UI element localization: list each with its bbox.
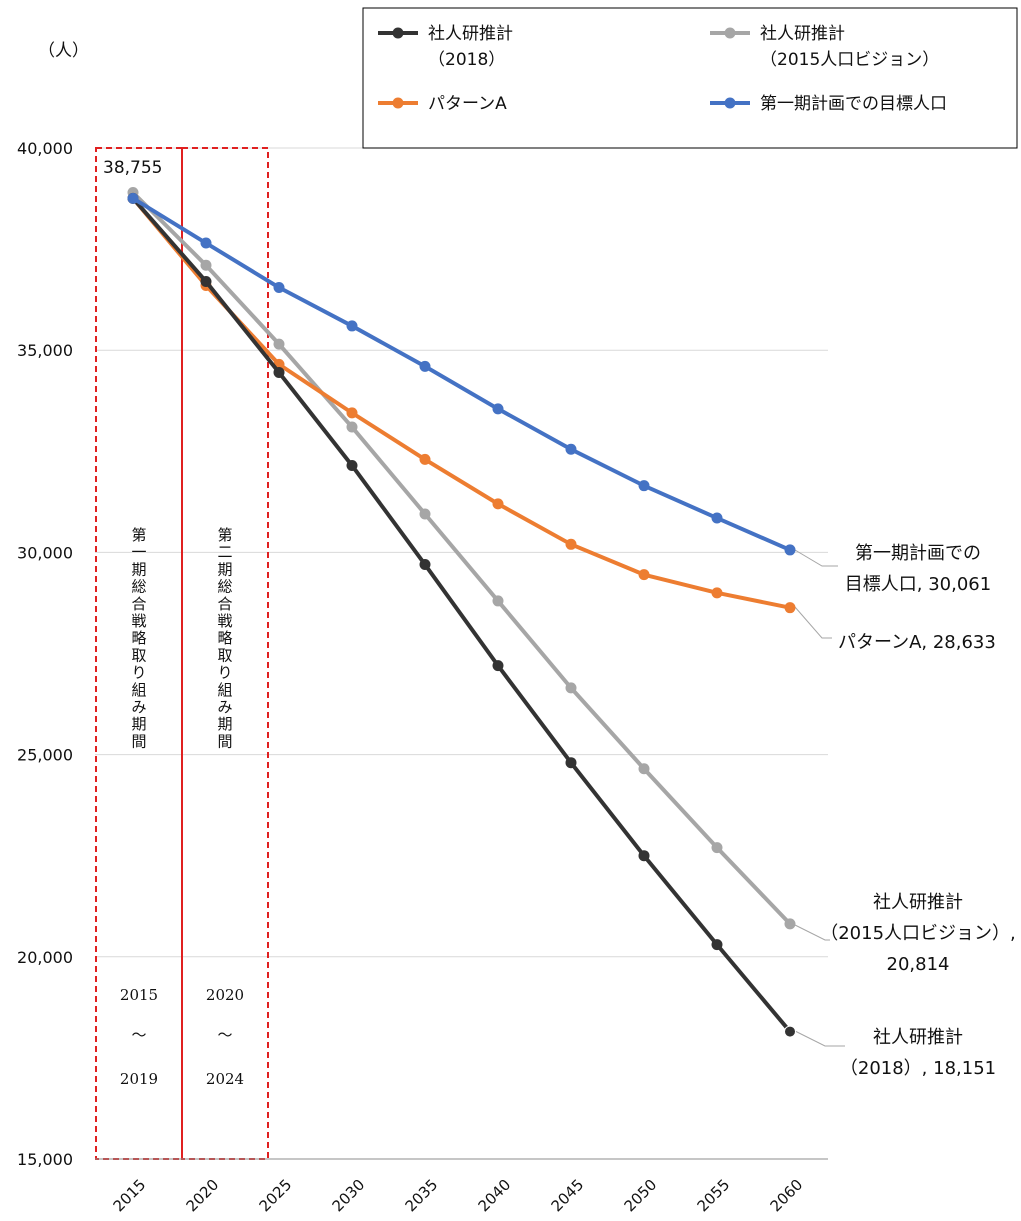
series-0-point (346, 459, 358, 471)
x-tick-label: 2030 (329, 1176, 369, 1216)
series-3-point (346, 320, 358, 332)
period-1-end-year: 2019 (120, 1070, 158, 1088)
legend-label: 社人研推計 (760, 24, 845, 44)
series-line-3 (131, 196, 792, 552)
series-0-point (200, 275, 212, 287)
x-tick-label: 2040 (475, 1176, 515, 1216)
y-tick-label: 15,000 (17, 1150, 73, 1169)
legend-box (362, 7, 1018, 149)
series-0-point (419, 559, 431, 571)
legend-label: パターンA (428, 94, 507, 114)
series-3-point (711, 512, 723, 524)
y-tick-label: 30,000 (17, 543, 73, 562)
series-2-point (419, 453, 431, 465)
legend-swatch-marker (724, 97, 736, 109)
series-3-point (565, 443, 577, 455)
legend-label: 社人研推計 (428, 24, 513, 44)
period-2-tilde: ～ (217, 1026, 232, 1044)
series-line-0 (131, 196, 792, 1034)
leader-line (794, 549, 838, 567)
x-tick-label: 2060 (767, 1176, 807, 1216)
x-tick-label: 2015 (110, 1176, 150, 1216)
start-value-label: 38,755 (103, 158, 162, 178)
series-0-point (492, 660, 504, 672)
end-label-series-3: 目標人口, 30,061 (845, 574, 991, 595)
legend-swatch-marker (392, 27, 404, 39)
series-2-point (346, 407, 358, 419)
y-tick-label: 35,000 (17, 341, 73, 360)
legend-label: （2015人口ビジョン） (760, 50, 939, 70)
series-0-point (711, 939, 723, 951)
series-1-point (273, 338, 285, 350)
period-2-start-year: 2020 (206, 986, 244, 1004)
period-2-label: 第二期総合戦略取り組み期間 (217, 526, 232, 750)
end-label-series-0: （2018）, 18,151 (840, 1058, 996, 1079)
leader-line (794, 1030, 845, 1047)
series-0-point (565, 757, 577, 769)
series-0-point (638, 850, 650, 862)
series-2-point (492, 498, 504, 510)
legend-swatch-marker (392, 97, 404, 109)
series-3-point (784, 544, 796, 556)
series-2-point (565, 538, 577, 550)
end-label-series-2: パターンA, 28,633 (838, 632, 996, 653)
period-2-end-year: 2024 (206, 1070, 244, 1088)
period-1-start-year: 2015 (120, 986, 158, 1004)
series-3-point (419, 360, 431, 372)
y-unit-label: （人） (38, 41, 89, 61)
leader-lines (794, 549, 845, 1047)
series-1-point (200, 259, 212, 271)
series-2-point (711, 587, 723, 599)
x-tick-label: 2020 (183, 1176, 223, 1216)
end-label-series-1: 20,814 (887, 954, 950, 975)
legend-label: （2018） (428, 50, 505, 70)
period-boxes: 第一期総合戦略取り組み期間 2015 ～ 2019 第二期総合戦略取り組み期間 2020 ～… (95, 147, 269, 1160)
series (127, 186, 796, 1038)
series-3-point (127, 192, 139, 204)
series-1-point (565, 682, 577, 694)
x-tick-label: 2035 (402, 1176, 442, 1216)
x-tick-label: 2050 (621, 1176, 661, 1216)
series-2-point (784, 602, 796, 614)
series-0-point (273, 366, 285, 378)
series-3-point (273, 282, 285, 294)
x-tick-label: 2045 (548, 1176, 588, 1216)
leader-line (794, 606, 832, 639)
series-1-point (492, 595, 504, 607)
labels: 38,755 社人研推計 （2018）, 18,151 社人研推計 （2015人口ビジョ… (103, 158, 1016, 1079)
series-1-point (711, 842, 723, 854)
end-label-series-3: 第一期計画での (855, 543, 981, 564)
series-3-point (200, 237, 212, 249)
end-label-series-1: （2015人口ビジョン）, (820, 923, 1016, 944)
end-label-series-1: 社人研推計 (873, 892, 963, 913)
x-tick-label: 2025 (256, 1176, 296, 1216)
series-line-1 (131, 190, 792, 926)
series-0-point (784, 1025, 796, 1038)
x-tick-label: 2055 (694, 1176, 734, 1216)
y-tick-label: 40,000 (17, 139, 73, 158)
period-1-label: 第一期総合戦略取り組み期間 (131, 526, 146, 750)
series-3-point (492, 403, 504, 415)
series-1-point (638, 763, 650, 775)
series-3-point (638, 480, 650, 492)
y-tick-label: 20,000 (17, 948, 73, 967)
legend-label: 第一期計画での目標人口 (760, 94, 947, 114)
series-1-point (346, 421, 358, 433)
series-2-point (638, 569, 650, 581)
end-label-series-0: 社人研推計 (873, 1027, 963, 1048)
leader-line (794, 924, 830, 941)
period-1-tilde: ～ (131, 1026, 146, 1044)
legend: 社人研推計 （2018） 社人研推計 （2015人口ビジョン） パターンA 第一期計画での… (362, 7, 1018, 149)
series-1-point (784, 918, 796, 930)
y-tick-label: 25,000 (17, 746, 73, 765)
series-1-point (419, 508, 431, 520)
legend-swatch-marker (724, 27, 736, 39)
